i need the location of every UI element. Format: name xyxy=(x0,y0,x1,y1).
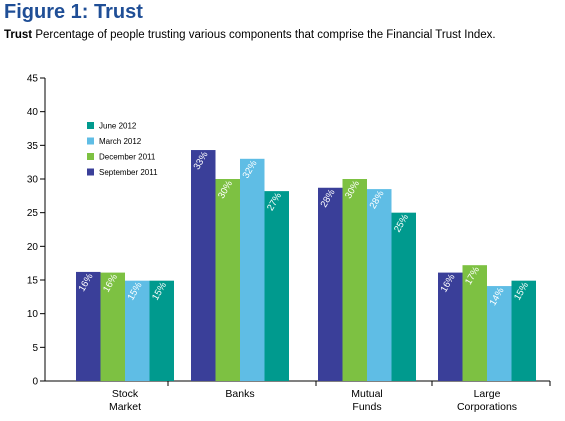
legend-label: December 2011 xyxy=(99,153,156,162)
y-tick-label: 40 xyxy=(27,107,39,118)
bar xyxy=(487,286,512,381)
y-tick-label: 45 xyxy=(27,74,39,85)
legend-label: September 2011 xyxy=(99,168,158,177)
bar xyxy=(438,272,463,381)
bar xyxy=(264,191,289,381)
legend-swatch xyxy=(87,153,94,160)
bar xyxy=(125,280,150,381)
legend-swatch xyxy=(87,122,94,129)
subtitle-bold: Trust xyxy=(4,29,33,41)
category-label: Large xyxy=(474,388,501,400)
y-tick-label: 10 xyxy=(27,309,39,320)
bar xyxy=(215,179,240,381)
bar xyxy=(511,280,536,381)
legend-label: March 2012 xyxy=(99,137,142,146)
category-label: Stock xyxy=(112,388,139,400)
chart-legend: June 2012 March 2012 December 2011 Septembe… xyxy=(87,122,158,177)
legend-label: June 2012 xyxy=(99,122,137,131)
bar xyxy=(318,187,343,381)
y-tick-label: 35 xyxy=(27,141,39,152)
bar xyxy=(149,280,174,381)
subtitle-text: Percentage of people trusting various co… xyxy=(35,29,496,41)
category-label: Banks xyxy=(225,388,254,400)
bar xyxy=(391,212,416,381)
y-tick-label: 20 xyxy=(27,242,39,253)
y-tick-label: 0 xyxy=(32,377,38,388)
legend-swatch xyxy=(87,168,94,176)
legend-swatch xyxy=(87,137,94,145)
bar xyxy=(76,271,101,381)
category-label: Funds xyxy=(352,401,381,413)
category-label: Corporations xyxy=(457,401,517,413)
chart-bars: 16% 16% 15% 15%StockMarket33%30%32%27%Banks… xyxy=(76,149,536,413)
bar xyxy=(462,265,487,381)
bar xyxy=(240,158,265,381)
y-tick-label: 25 xyxy=(27,208,39,219)
figure-title: Figure 1: Trust xyxy=(4,1,143,23)
bar xyxy=(367,189,392,381)
category-label: Mutual xyxy=(351,388,383,400)
y-tick-label: 30 xyxy=(27,175,39,186)
y-tick-label: 15 xyxy=(27,276,39,287)
bar xyxy=(100,272,125,381)
figure-subtitle: Trust Percentage of people trusting vari… xyxy=(4,29,496,41)
bar xyxy=(342,179,367,381)
y-tick-label: 5 xyxy=(32,343,38,354)
bar xyxy=(191,150,216,381)
category-label: Market xyxy=(109,401,141,413)
